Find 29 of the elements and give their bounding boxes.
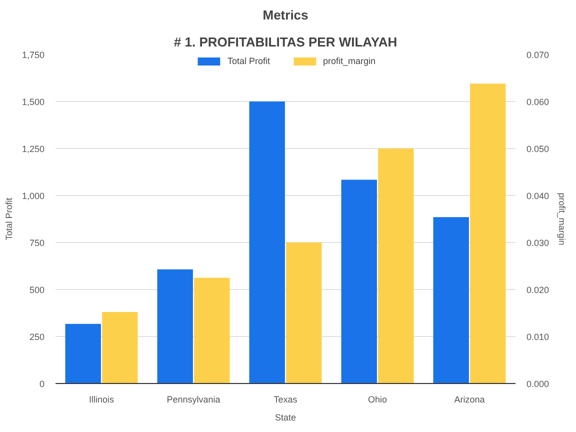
- y-tick-label: 250: [29, 332, 45, 342]
- y2-tick-label: 0.030: [526, 238, 550, 248]
- y-tick-label: 1,250: [22, 144, 45, 154]
- y-tick-label: 1,500: [22, 97, 45, 107]
- y-tick-label: 1,000: [22, 191, 45, 201]
- y2-tick-label: 0.010: [526, 332, 550, 342]
- y2-tick-label: 0.000: [526, 379, 550, 389]
- y-tick-label: 0: [39, 379, 45, 389]
- chart-subtitle: # 1. PROFITABILITAS PER WILAYAH: [174, 34, 398, 50]
- chart-title: Metrics: [262, 8, 308, 22]
- bar: [249, 102, 285, 384]
- x-tick-label: Texas: [274, 394, 298, 404]
- y2-tick-label: 0.060: [526, 97, 550, 107]
- x-tick-label: Illinois: [88, 394, 115, 404]
- y2-axis-title: profit_margin: [557, 192, 568, 246]
- legend-label: Total Profit: [227, 56, 270, 66]
- x-tick-label: Arizona: [454, 394, 485, 404]
- legend-label: profit_margin: [323, 56, 376, 66]
- x-tick-label: Ohio: [368, 394, 388, 404]
- x-axis-title: State: [274, 412, 296, 422]
- y-axis-title: Total Profit: [4, 197, 14, 240]
- y2-tick-label: 0.040: [526, 191, 550, 201]
- y2-tick-label: 0.050: [526, 144, 550, 154]
- y2-tick-label: 0.070: [526, 50, 550, 60]
- y-tick-label: 750: [29, 238, 45, 248]
- y-tick-label: 500: [29, 285, 45, 295]
- y-tick-label: 1,750: [22, 50, 45, 60]
- y2-tick-label: 0.020: [526, 285, 550, 295]
- x-tick-label: Pennsylvania: [166, 394, 220, 404]
